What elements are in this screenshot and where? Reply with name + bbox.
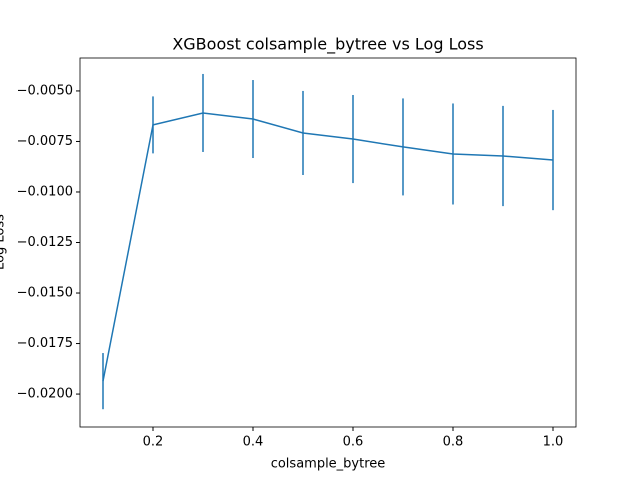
x-tick-label: 0.6 bbox=[343, 435, 364, 450]
y-tick-label: −0.0100 bbox=[17, 184, 73, 199]
y-tick-label: −0.0200 bbox=[17, 387, 73, 402]
y-axis-label: Log Loss bbox=[0, 214, 8, 270]
x-tick-label: 0.4 bbox=[243, 435, 264, 450]
x-tick-label: 0.8 bbox=[443, 435, 464, 450]
line bbox=[102, 112, 554, 382]
y-tick-label: −0.0150 bbox=[17, 286, 73, 301]
chart-title: XGBoost colsample_bytree vs Log Loss bbox=[172, 35, 483, 55]
y-tick-label: −0.0125 bbox=[17, 235, 73, 250]
x-tick-label: 1.0 bbox=[543, 435, 564, 450]
y-tick-label: −0.0075 bbox=[17, 134, 73, 149]
x-tick-label: 0.2 bbox=[143, 435, 164, 450]
y-tick-label: −0.0175 bbox=[17, 336, 73, 351]
plot-frame bbox=[79, 57, 577, 428]
y-tick-label: −0.0050 bbox=[17, 83, 73, 98]
x-axis-label: colsample_bytree bbox=[271, 457, 386, 472]
